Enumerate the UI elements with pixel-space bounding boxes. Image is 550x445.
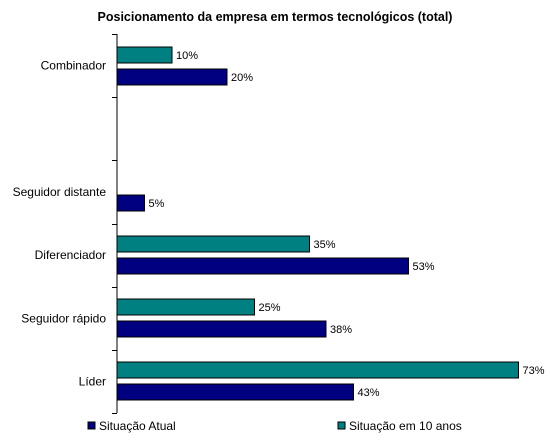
- bar: [116, 383, 354, 401]
- category-label: Combinador: [41, 59, 106, 73]
- chart-title: Posicionamento da empresa em termos tecn…: [98, 10, 453, 24]
- legend-label: Situação em 10 anos: [349, 419, 462, 433]
- bar-value-label: 43%: [358, 387, 380, 399]
- category-labels: Combinador Seguidor distante Diferenciador…: [13, 59, 107, 389]
- category-label: Seguidor distante: [13, 185, 107, 199]
- category-label: Líder: [79, 374, 106, 388]
- category-label: Seguidor rápido: [21, 311, 106, 325]
- bar-value-label: 5%: [149, 198, 165, 210]
- legend-swatch: [87, 421, 96, 430]
- legend-label: Situação Atual: [99, 419, 176, 433]
- plot-frame: [112, 34, 118, 414]
- legend: Situação Atual Situação em 10 anos: [87, 419, 462, 433]
- bar: [116, 320, 327, 338]
- bar: [116, 194, 145, 212]
- legend-swatch: [337, 421, 346, 430]
- bar: [116, 235, 310, 253]
- bar-value-label: 73%: [523, 365, 545, 377]
- bar-value-labels: 10% 35% 25% 73% 20% 5% 53% 38% 43%: [149, 50, 545, 399]
- bar-value-label: 38%: [330, 324, 352, 336]
- bar-value-label: 10%: [176, 50, 198, 62]
- bar: [116, 298, 255, 316]
- bar-value-label: 25%: [259, 302, 281, 314]
- bar: [116, 361, 519, 379]
- bar: [116, 257, 409, 275]
- bar-value-label: 20%: [231, 72, 253, 84]
- bars: [116, 46, 519, 401]
- bar: [116, 68, 228, 86]
- bar: [116, 46, 173, 64]
- category-label: Diferenciador: [35, 248, 106, 262]
- bar-value-label: 35%: [314, 239, 336, 251]
- bar-value-label: 53%: [413, 261, 435, 273]
